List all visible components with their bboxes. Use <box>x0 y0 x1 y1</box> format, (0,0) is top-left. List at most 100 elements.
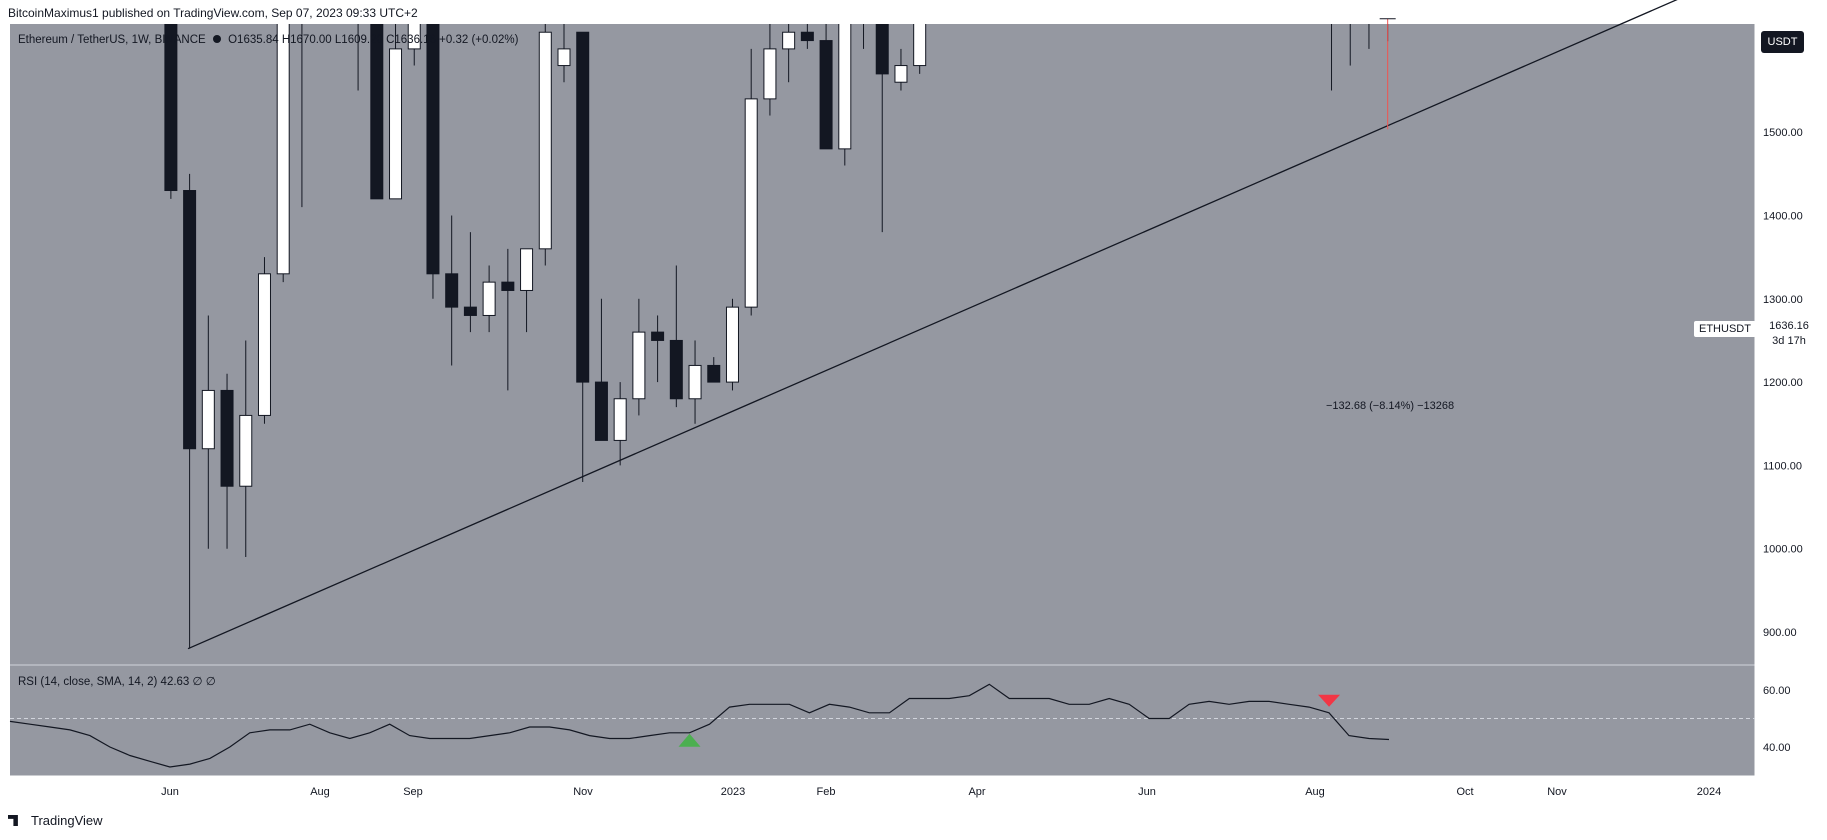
candle-up[interactable] <box>296 0 308 208</box>
candle-up[interactable] <box>613 382 627 466</box>
candle-up[interactable] <box>894 48 908 91</box>
candle-body <box>463 306 477 316</box>
candle-down[interactable] <box>858 0 870 49</box>
candle-body <box>445 273 459 308</box>
bar-countdown: 3d 17h <box>1772 335 1806 347</box>
ascending-support-line[interactable] <box>187 0 1755 650</box>
candle-body <box>632 331 646 400</box>
candle-body <box>239 414 253 487</box>
candle-up[interactable] <box>239 340 253 558</box>
price-tick-label: 900.00 <box>1763 627 1797 639</box>
candle-body <box>482 281 496 316</box>
time-axis[interactable]: Jun Aug Sep Nov 2023 Feb Apr Jun Aug Oct Nov 2024 <box>161 786 1721 798</box>
candle-body <box>725 306 739 383</box>
candle-down[interactable] <box>707 357 721 383</box>
candle-up[interactable] <box>276 0 290 283</box>
legend-change: +0.32 (+0.02%) <box>439 34 519 46</box>
candle-body <box>257 273 271 416</box>
candle-up[interactable] <box>389 16 403 200</box>
candle-down[interactable] <box>445 215 459 366</box>
candle-down[interactable] <box>875 0 889 233</box>
last-price-value: 1636.16 <box>1769 320 1809 332</box>
market-status-dot <box>212 35 221 43</box>
candle-body <box>838 24 852 150</box>
candle-down[interactable] <box>576 31 590 483</box>
publisher-line: BitcoinMaximus1 published on TradingView… <box>8 6 418 20</box>
rsi-legend-value: 42.63 <box>160 676 190 688</box>
candle-up[interactable] <box>913 0 927 74</box>
rsi-line-layer <box>9 683 1390 768</box>
rsi-axis[interactable]: 40.00 60.00 <box>1763 685 1791 754</box>
time-tick-label: Feb <box>817 786 836 798</box>
time-tick-label: Aug <box>310 786 330 798</box>
candle-down[interactable] <box>819 7 833 150</box>
candle-up[interactable] <box>257 257 271 424</box>
candle-body <box>613 398 627 441</box>
candle-down[interactable] <box>183 173 197 649</box>
candle-up[interactable] <box>520 248 534 333</box>
candle-down[interactable] <box>800 16 814 49</box>
candle-up[interactable] <box>725 298 739 391</box>
time-tick-label: Nov <box>573 786 593 798</box>
time-tick-label: Jun <box>1138 786 1156 798</box>
candle-body <box>800 31 814 42</box>
candle-down[interactable] <box>1326 0 1338 91</box>
measurement-label: −132.68 (−8.14%) −13268 <box>1326 400 1455 412</box>
rsi-legend[interactable]: RSI (14, close, SMA, 14, 2) 42.63 ∅ ∅ <box>18 674 216 688</box>
time-tick-label: Aug <box>1305 786 1325 798</box>
candle-up[interactable] <box>782 0 796 83</box>
legend-open: O1635.84 <box>228 34 279 46</box>
candle-down[interactable] <box>426 0 440 299</box>
currency-badge[interactable]: USDT <box>1761 31 1804 53</box>
candle-body <box>183 190 197 450</box>
candle-up[interactable] <box>688 340 702 424</box>
candle-body <box>220 389 234 487</box>
legend-low: L1609.20 <box>334 34 383 46</box>
symbol-title[interactable]: Ethereum / TetherUS, 1W, BINANCE <box>18 34 206 46</box>
time-tick-label: 2024 <box>1697 786 1721 798</box>
time-tick-label: Sep <box>403 786 423 798</box>
candle-down[interactable] <box>370 0 384 200</box>
time-tick-label: Jun <box>161 786 179 798</box>
candle-down[interactable] <box>463 232 477 333</box>
candle-down[interactable] <box>1157 0 1169 24</box>
candle-down[interactable] <box>501 248 515 391</box>
symbol-legend: Ethereum / TetherUS, 1W, BINANCE O1635.8… <box>18 34 518 46</box>
candle-down[interactable] <box>220 373 234 549</box>
candle-body <box>651 331 665 341</box>
candle-up[interactable] <box>763 7 777 116</box>
candle-up[interactable] <box>557 16 571 83</box>
candle-body <box>707 364 721 383</box>
candle-down[interactable] <box>164 0 178 199</box>
time-tick-label: Apr <box>968 786 985 798</box>
candle-up[interactable] <box>538 0 552 266</box>
candle-body <box>782 31 796 50</box>
price-tick-label: 1500.00 <box>1763 127 1803 139</box>
price-tick-label: 1000.00 <box>1763 544 1803 556</box>
rsi-line[interactable] <box>9 683 1390 768</box>
support-line-layer <box>187 0 1755 650</box>
candle-down[interactable] <box>352 0 364 91</box>
rsi-bullish-arrow-icon <box>678 733 701 747</box>
rsi-legend-extra: ∅ ∅ <box>192 676 216 688</box>
candle-body <box>426 24 440 275</box>
candle-body <box>1363 0 1375 16</box>
candle-up[interactable] <box>744 48 758 316</box>
candle-down[interactable] <box>594 298 608 441</box>
candle-body <box>913 24 927 67</box>
candle-up[interactable] <box>632 298 646 416</box>
candle-body <box>669 339 683 400</box>
candle-up[interactable] <box>407 0 421 66</box>
candle-up[interactable] <box>838 0 852 166</box>
candle-body <box>875 24 889 75</box>
time-tick-label: Oct <box>1456 786 1473 798</box>
candle-body <box>370 24 384 200</box>
candle-up[interactable] <box>201 315 215 549</box>
candle-down[interactable] <box>1363 0 1375 49</box>
candle-up[interactable] <box>482 265 496 333</box>
footer-brand[interactable]: TradingView <box>8 813 103 828</box>
candle-down[interactable] <box>1344 0 1356 66</box>
candle-down[interactable] <box>669 265 683 408</box>
candle-down[interactable] <box>651 315 665 383</box>
rsi-bearish-arrow-icon <box>1318 694 1341 707</box>
